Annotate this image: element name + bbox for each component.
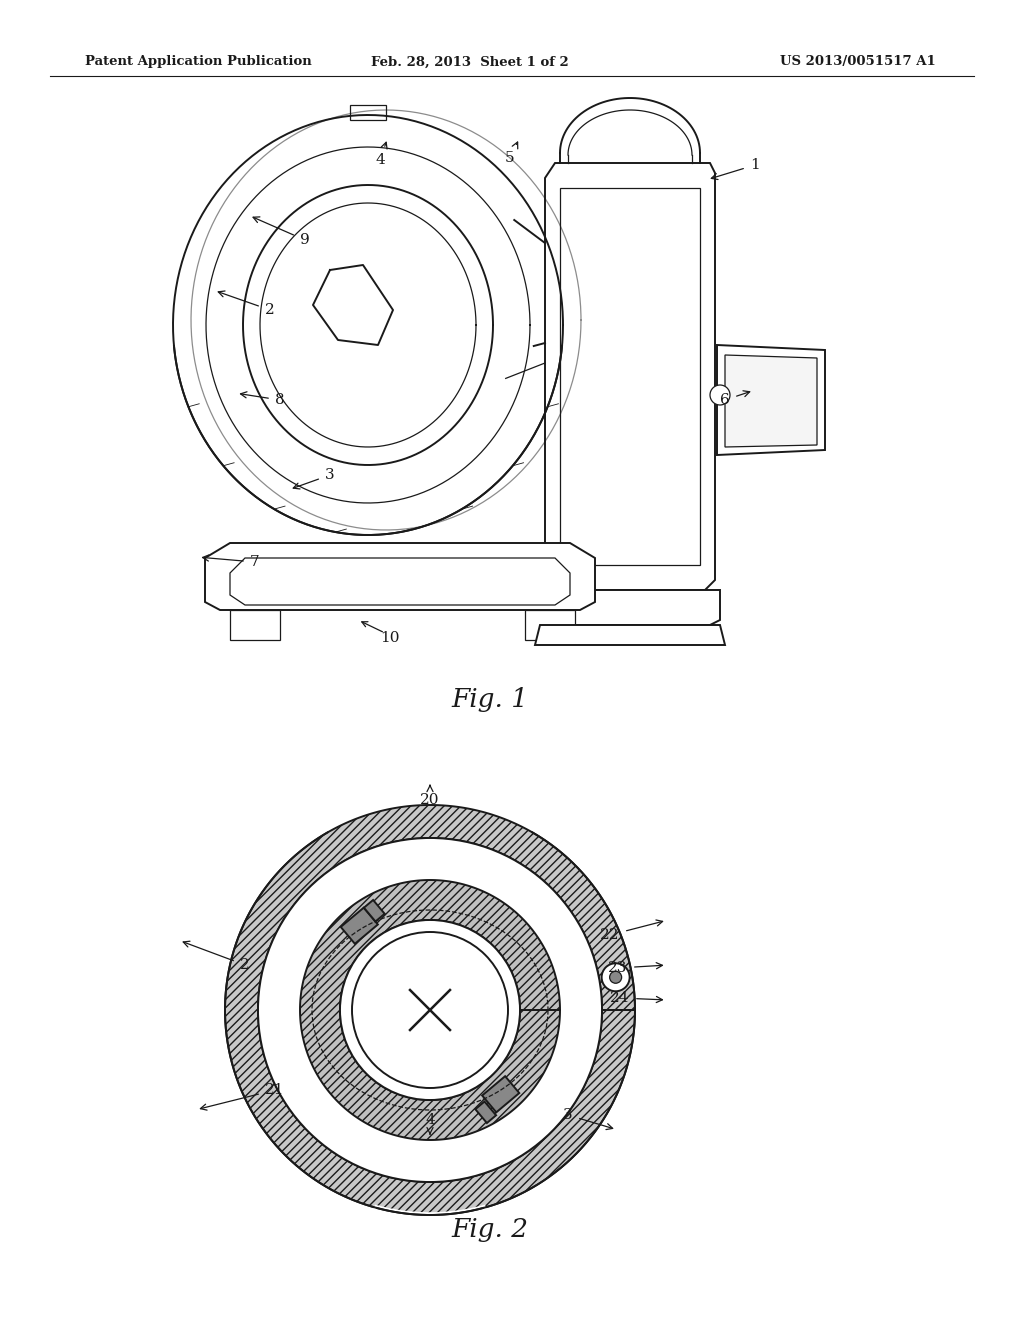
Polygon shape bbox=[545, 162, 715, 590]
Polygon shape bbox=[717, 345, 825, 455]
Polygon shape bbox=[230, 610, 280, 640]
Text: 21: 21 bbox=[201, 1082, 285, 1110]
Circle shape bbox=[609, 972, 622, 983]
Text: 23: 23 bbox=[608, 961, 663, 975]
Polygon shape bbox=[540, 590, 720, 624]
Polygon shape bbox=[364, 900, 385, 921]
Text: 20: 20 bbox=[420, 785, 439, 807]
Text: 2: 2 bbox=[218, 290, 274, 317]
Circle shape bbox=[352, 932, 508, 1088]
Polygon shape bbox=[225, 805, 635, 1214]
Text: 3: 3 bbox=[563, 1107, 612, 1130]
Text: US 2013/0051517 A1: US 2013/0051517 A1 bbox=[780, 55, 936, 69]
Circle shape bbox=[258, 838, 602, 1181]
Polygon shape bbox=[482, 1076, 519, 1113]
Circle shape bbox=[710, 385, 730, 405]
Text: 10: 10 bbox=[380, 631, 399, 645]
Polygon shape bbox=[341, 908, 378, 944]
Polygon shape bbox=[350, 106, 386, 120]
Polygon shape bbox=[300, 880, 560, 1140]
Text: 22: 22 bbox=[600, 920, 663, 942]
Circle shape bbox=[602, 964, 630, 991]
Polygon shape bbox=[313, 265, 393, 345]
Polygon shape bbox=[525, 610, 575, 640]
Text: Fig. 2: Fig. 2 bbox=[452, 1217, 528, 1242]
Text: 5: 5 bbox=[505, 143, 518, 165]
Text: 8: 8 bbox=[241, 392, 285, 407]
Text: 24: 24 bbox=[610, 991, 663, 1005]
Text: 1: 1 bbox=[712, 158, 760, 180]
Text: 9: 9 bbox=[253, 216, 310, 247]
Polygon shape bbox=[535, 624, 725, 645]
Text: 6: 6 bbox=[720, 391, 750, 407]
Text: Feb. 28, 2013  Sheet 1 of 2: Feb. 28, 2013 Sheet 1 of 2 bbox=[371, 55, 569, 69]
Polygon shape bbox=[475, 1101, 496, 1123]
Text: 4: 4 bbox=[375, 143, 387, 168]
Text: 3: 3 bbox=[293, 469, 335, 488]
Text: Patent Application Publication: Patent Application Publication bbox=[85, 55, 311, 69]
Text: 7: 7 bbox=[203, 554, 260, 569]
Text: 2: 2 bbox=[183, 941, 250, 972]
Text: Fig. 1: Fig. 1 bbox=[452, 688, 528, 713]
Circle shape bbox=[340, 920, 520, 1100]
Text: 4: 4 bbox=[425, 1113, 435, 1134]
Polygon shape bbox=[205, 543, 595, 610]
Polygon shape bbox=[725, 355, 817, 447]
